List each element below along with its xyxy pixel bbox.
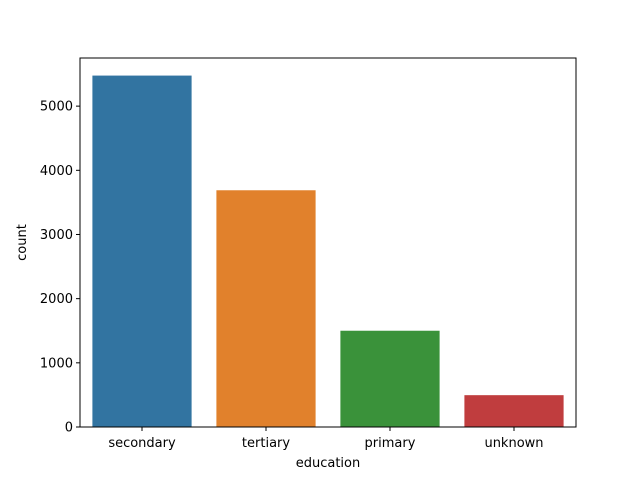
x-axis-label: education	[296, 456, 361, 471]
y-axis-label: count	[15, 224, 30, 261]
y-tick-label: 2000	[40, 292, 73, 307]
y-axis: 0 1000 2000 3000 4000 5000	[40, 100, 80, 436]
x-axis: secondary tertiary primary unknown	[108, 427, 544, 451]
y-tick-label: 4000	[40, 164, 73, 179]
y-tick-label: 5000	[40, 100, 73, 115]
bar-primary	[340, 330, 440, 427]
x-tick-label: tertiary	[242, 436, 290, 451]
bar-tertiary	[216, 190, 316, 427]
bar-unknown	[464, 395, 564, 427]
bar-secondary	[92, 75, 192, 427]
x-tick-label: unknown	[484, 436, 543, 451]
y-tick-label: 0	[65, 421, 73, 436]
x-tick-label: primary	[365, 436, 416, 451]
y-tick-label: 1000	[40, 356, 73, 371]
plot-frame	[79, 57, 577, 428]
bars-group	[92, 75, 564, 427]
y-tick-label: 3000	[40, 228, 73, 243]
x-tick-label: secondary	[108, 436, 176, 451]
